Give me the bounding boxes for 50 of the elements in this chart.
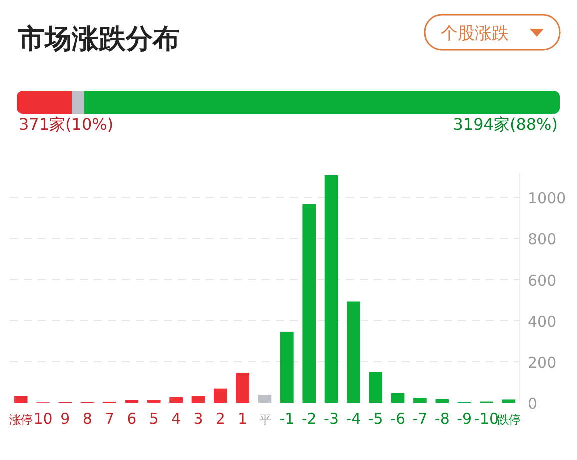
- y-tick-label: 800: [528, 230, 557, 249]
- x-tick-label: 涨停: [10, 413, 34, 427]
- y-tick-label: 200: [528, 354, 557, 372]
- x-tick-label: 跌停: [497, 413, 521, 427]
- y-tick-label: 600: [528, 272, 557, 290]
- x-tick-label: -8: [434, 410, 450, 428]
- x-tick-label: 6: [127, 410, 137, 428]
- x-tick-label: -1: [280, 410, 295, 428]
- x-tick-label: 9: [60, 410, 70, 428]
- bar: [502, 400, 516, 403]
- x-tick-label: -6: [390, 410, 406, 428]
- bar: [14, 396, 28, 403]
- bar: [236, 373, 250, 403]
- x-tick-label: -9: [457, 410, 472, 428]
- bar: [192, 396, 206, 403]
- x-tick-label: 1: [238, 410, 248, 428]
- text: 个股涨跌: [441, 24, 509, 44]
- bar: [391, 393, 405, 403]
- x-tick-label: 3: [194, 410, 204, 428]
- y-tick-label: 0: [528, 395, 538, 413]
- x-tick-label: 8: [82, 410, 92, 428]
- bar: [369, 372, 383, 403]
- bar: [214, 388, 228, 403]
- y-tick-label: 1000: [528, 190, 566, 208]
- data-label: 371家(10%): [19, 115, 114, 134]
- x-tick-label: -2: [302, 410, 317, 428]
- x-tick-label: 4: [172, 410, 182, 428]
- x-tick-label: 7: [105, 410, 115, 428]
- y-tick-label: 400: [528, 312, 557, 331]
- bar: [147, 400, 161, 403]
- x-tick-label: 5: [149, 410, 159, 428]
- x-tick-label: 平: [259, 413, 272, 427]
- x-tick-label: -3: [324, 410, 340, 428]
- bar: [170, 397, 183, 403]
- x-tick-label: -7: [412, 410, 428, 428]
- bar: [436, 399, 450, 403]
- x-tick-label: -5: [368, 410, 384, 428]
- chart-title: 市场涨跌分布: [17, 24, 180, 55]
- bar: [125, 400, 139, 403]
- x-tick-label: -10: [474, 410, 499, 428]
- x-tick-label: 2: [216, 410, 226, 428]
- bar: [280, 332, 294, 403]
- data-label: 3194家(88%): [453, 115, 558, 134]
- x-tick-label: -4: [346, 410, 362, 428]
- bar: [414, 398, 427, 403]
- bar: [347, 302, 360, 403]
- bar: [324, 175, 338, 403]
- bar: [302, 204, 316, 403]
- bar: [258, 394, 272, 403]
- x-tick-label: 10: [34, 410, 53, 428]
